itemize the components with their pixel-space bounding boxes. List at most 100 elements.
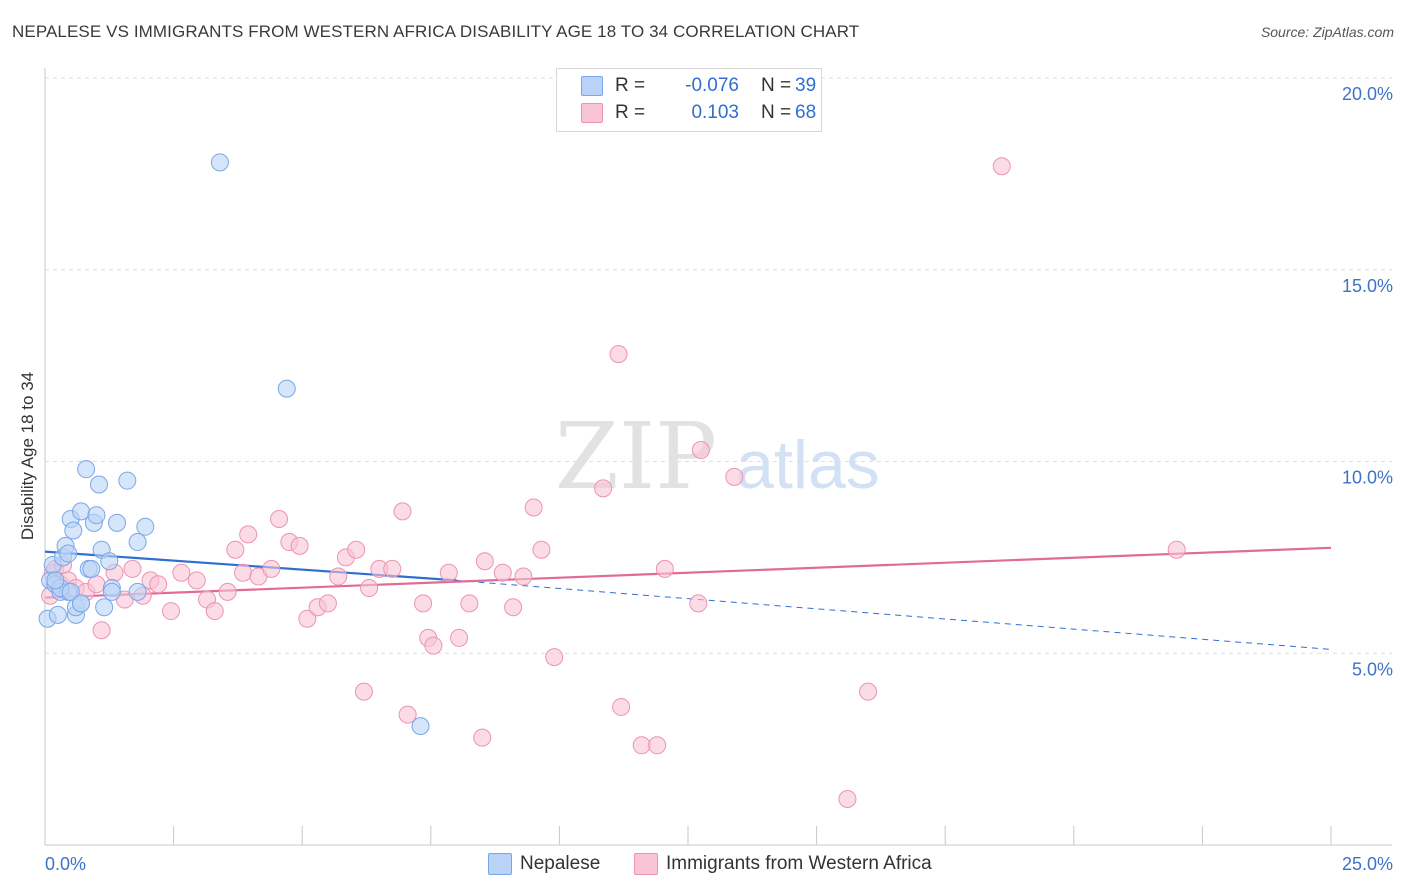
series-swatch-western-africa xyxy=(634,853,658,875)
point-western-africa xyxy=(218,582,237,601)
x-tick-label: 0.0% xyxy=(45,854,86,874)
point-nepalese xyxy=(46,571,65,590)
stats-legend: R = -0.076 N = 39 R = 0.103 N = 68 xyxy=(556,68,822,132)
point-western-africa xyxy=(234,563,253,582)
point-western-africa xyxy=(347,540,366,559)
trend-line-nepalese-extension xyxy=(456,579,1332,650)
axes xyxy=(44,68,1392,846)
point-western-africa xyxy=(655,559,674,578)
point-western-africa xyxy=(725,467,744,486)
point-western-africa xyxy=(609,345,628,364)
legend-r-value: -0.076 xyxy=(685,75,739,96)
point-nepalese xyxy=(90,475,109,494)
point-western-africa xyxy=(612,697,631,716)
point-western-africa xyxy=(424,636,443,655)
y-tick-label: 10.0% xyxy=(1342,468,1393,488)
y-tick-label: 5.0% xyxy=(1352,659,1393,679)
point-western-africa xyxy=(1167,540,1186,559)
point-western-africa xyxy=(594,479,613,498)
point-western-africa xyxy=(318,594,337,613)
point-western-africa xyxy=(290,536,309,555)
point-nepalese xyxy=(210,153,229,172)
point-nepalese xyxy=(128,533,147,552)
x-tick-label: 25.0% xyxy=(1342,854,1393,874)
point-nepalese xyxy=(100,552,119,571)
point-western-africa xyxy=(383,559,402,578)
point-western-africa xyxy=(354,682,373,701)
point-western-africa xyxy=(691,440,710,459)
tick-labels: 5.0% 10.0% 15.0% 20.0% 0.0% 25.0% xyxy=(45,84,1393,874)
point-western-africa xyxy=(87,575,106,594)
point-western-africa xyxy=(398,705,417,724)
point-western-africa xyxy=(689,594,708,613)
legend-swatch-nepalese xyxy=(581,76,603,96)
point-nepalese xyxy=(72,594,91,613)
point-western-africa xyxy=(439,563,458,582)
point-western-africa xyxy=(838,789,857,808)
point-western-africa xyxy=(473,728,492,747)
series-label-nepalese: Nepalese xyxy=(520,853,601,874)
point-nepalese xyxy=(87,506,106,525)
point-nepalese xyxy=(102,582,121,601)
point-western-africa xyxy=(992,157,1011,176)
watermark-atlas: atlas xyxy=(736,427,880,503)
point-western-africa xyxy=(532,540,551,559)
point-western-africa xyxy=(632,736,651,755)
point-western-africa xyxy=(859,682,878,701)
point-western-africa xyxy=(149,575,168,594)
point-western-africa xyxy=(262,559,281,578)
watermark: ZIP atlas xyxy=(555,403,880,510)
point-western-africa xyxy=(514,567,533,586)
point-western-africa xyxy=(475,552,494,571)
point-nepalese xyxy=(64,521,83,540)
point-western-africa xyxy=(360,579,379,598)
point-nepalese xyxy=(277,379,296,398)
legend-r-value: 0.103 xyxy=(691,102,739,123)
point-western-africa xyxy=(123,559,142,578)
legend-r-label: R = xyxy=(615,75,646,96)
point-nepalese xyxy=(61,582,80,601)
point-nepalese xyxy=(118,471,137,490)
watermark-zip: ZIP xyxy=(555,403,717,510)
point-western-africa xyxy=(450,628,469,647)
point-nepalese xyxy=(59,544,78,563)
point-nepalese xyxy=(95,598,114,617)
legend-swatch-western-africa xyxy=(581,103,603,123)
legend-n-label: N = xyxy=(761,75,792,96)
y-axis-label: Disability Age 18 to 34 xyxy=(18,371,37,541)
point-western-africa xyxy=(172,563,191,582)
point-nepalese xyxy=(82,559,101,578)
series-label-western-africa: Immigrants from Western Africa xyxy=(666,853,932,874)
point-western-africa xyxy=(298,609,317,628)
point-western-africa xyxy=(524,498,543,517)
series-swatch-nepalese xyxy=(488,853,512,875)
point-nepalese xyxy=(108,513,127,532)
chart-title: NEPALESE VS IMMIGRANTS FROM WESTERN AFRI… xyxy=(12,22,860,41)
point-western-africa xyxy=(493,563,512,582)
point-western-africa xyxy=(414,594,433,613)
point-nepalese xyxy=(411,717,430,736)
point-western-africa xyxy=(648,736,667,755)
point-western-africa xyxy=(504,598,523,617)
y-tick-label: 15.0% xyxy=(1342,276,1393,296)
point-western-africa xyxy=(329,567,348,586)
point-nepalese xyxy=(48,605,67,624)
point-western-africa xyxy=(270,510,289,529)
y-tick-label: 20.0% xyxy=(1342,84,1393,104)
point-western-africa xyxy=(92,621,111,640)
point-western-africa xyxy=(226,540,245,559)
point-western-africa xyxy=(239,525,258,544)
trend-lines xyxy=(44,546,1332,650)
point-nepalese xyxy=(77,460,96,479)
point-western-africa xyxy=(460,594,479,613)
point-western-africa xyxy=(205,602,224,621)
data-points xyxy=(38,153,1186,808)
point-western-africa xyxy=(162,602,181,621)
legend-n-value: 39 xyxy=(795,75,817,96)
point-nepalese xyxy=(128,582,147,601)
legend-r-label: R = xyxy=(615,102,646,123)
source-label: Source: ZipAtlas.com xyxy=(1260,24,1394,40)
legend-n-label: N = xyxy=(761,102,792,123)
legend-n-value: 68 xyxy=(795,102,817,123)
